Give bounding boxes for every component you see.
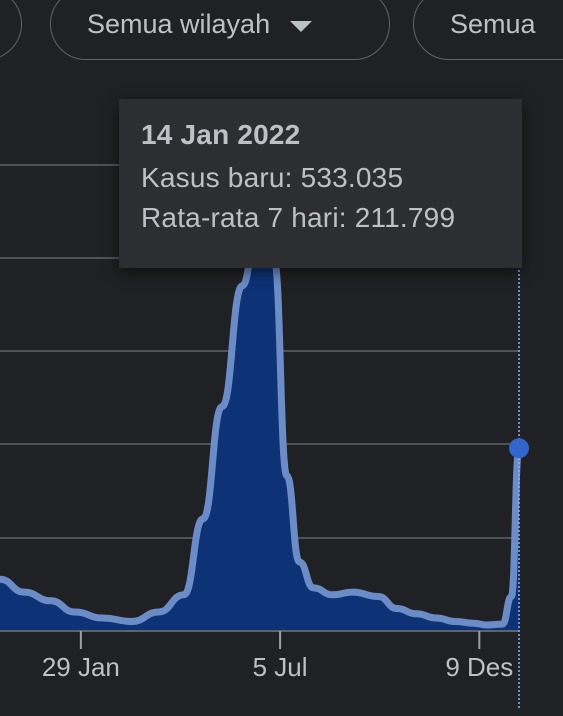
x-axis-ticks <box>79 631 481 649</box>
data-tooltip: 14 Jan 2022 Kasus baru: 533.035 Rata-rat… <box>119 99 522 268</box>
region-filter-label: Semua wilayah <box>87 8 271 39</box>
dropdown-caret-icon <box>290 20 313 32</box>
cases-area-fill <box>0 182 519 631</box>
average-line <box>0 178 523 629</box>
tooltip-new-cases: Kasus baru: 533.035 <box>141 162 404 193</box>
highlight-point-marker[interactable] <box>509 438 529 459</box>
filter-chip-right-label: Semua <box>450 8 536 39</box>
tooltip-date: 14 Jan 2022 <box>141 119 301 150</box>
tooltip-seven-day-average: Rata-rata 7 hari: 211.799 <box>141 202 456 233</box>
x-tick-label: 9 Des <box>445 652 514 682</box>
filter-chip-right[interactable]: Semua <box>413 0 563 60</box>
x-tick-label: 29 Jan <box>41 652 120 682</box>
region-filter-dropdown[interactable]: Semua wilayah <box>50 0 390 60</box>
x-tick-label: 5 Jul <box>252 652 308 682</box>
